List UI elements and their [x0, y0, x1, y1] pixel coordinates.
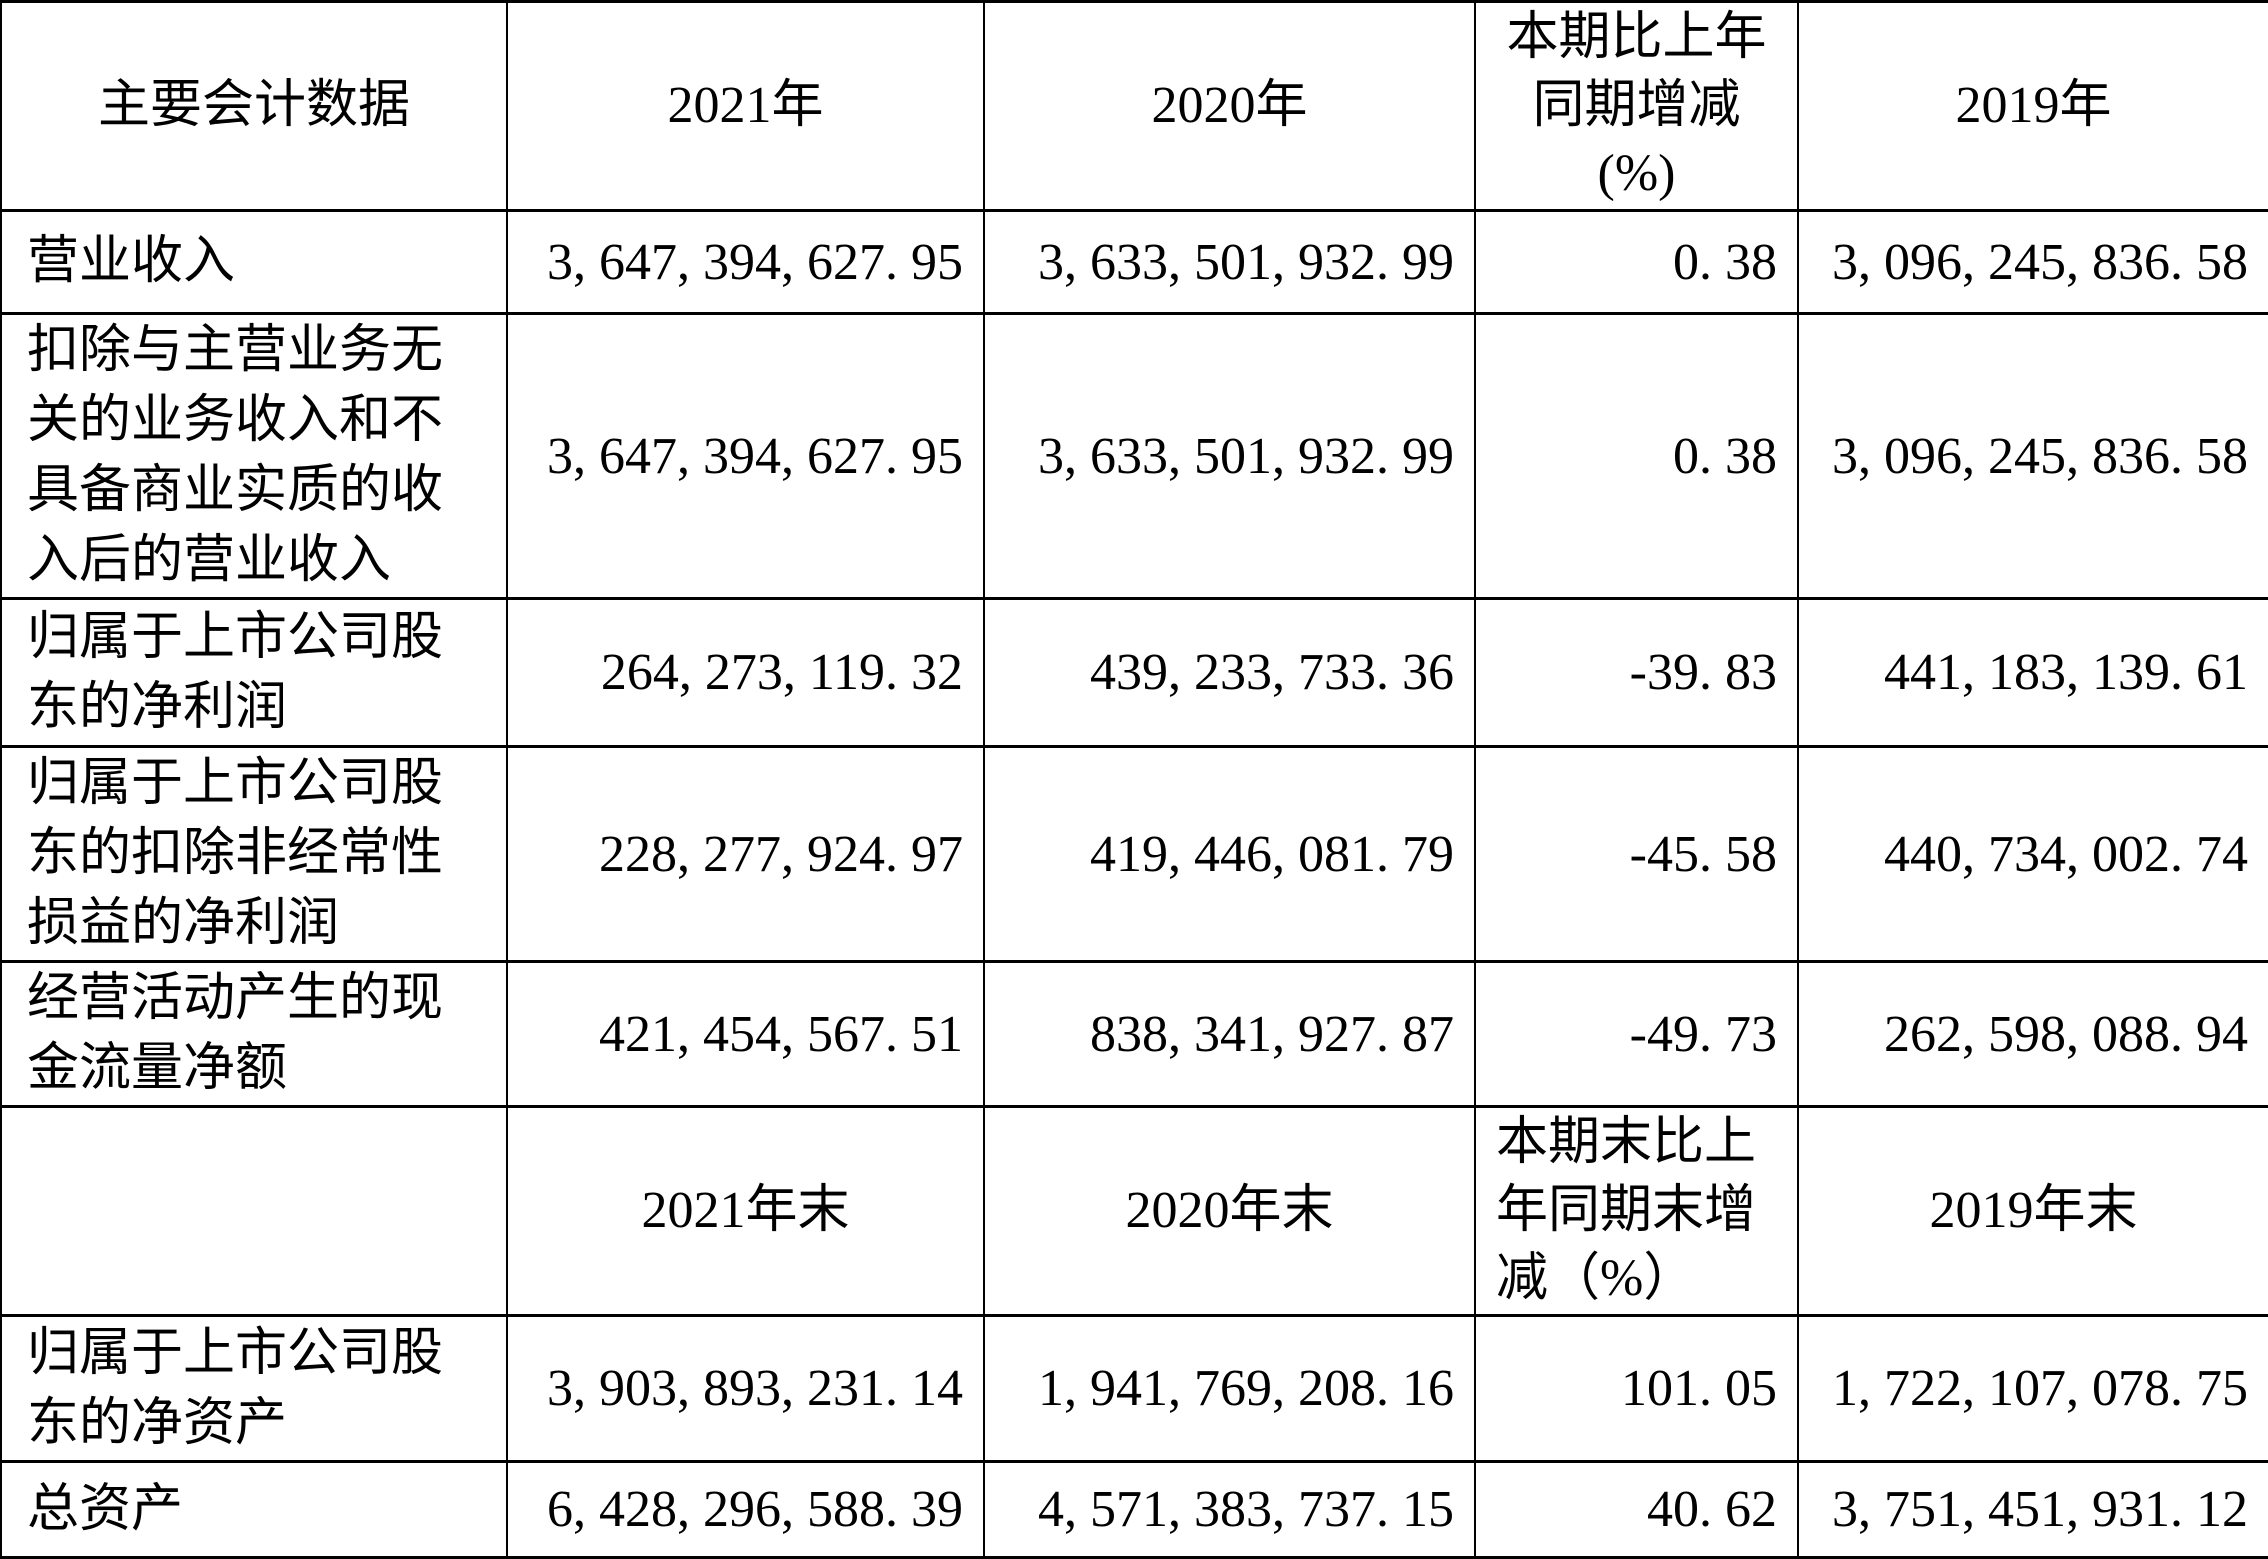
- value-2019: 3, 096, 245, 836. 58: [1797, 209, 2268, 315]
- header-row-annual: 主要会计数据 2021年 2020年 本期比上年 同期增减 (%) 2019年: [0, 0, 2268, 212]
- value-yoy-change: -49. 73: [1474, 960, 1799, 1108]
- header-year-2021: 2021年: [506, 0, 985, 212]
- row-label: 扣除与主营业务无关的业务收入和不具备商业实质的收入后的营业收入: [0, 312, 508, 600]
- table-row-operating-revenue: 营业收入 3, 647, 394, 627. 95 3, 633, 501, 9…: [0, 209, 2268, 315]
- value-2019: 440, 734, 002. 74: [1797, 745, 2268, 963]
- value-end-2021: 3, 903, 893, 231. 14: [506, 1314, 985, 1463]
- table-row-operating-cash-flow: 经营活动产生的现金流量净额 421, 454, 567. 51 838, 341…: [0, 960, 2268, 1108]
- header-main-accounting-data: 主要会计数据: [0, 0, 508, 212]
- value-period-end-change: 40. 62: [1474, 1460, 1799, 1559]
- header-period-end-change-pct: 本期末比上 年同期末增 减（%）: [1474, 1105, 1799, 1317]
- table-row-net-profit: 归属于上市公司股东的净利润 264, 273, 119. 32 439, 233…: [0, 597, 2268, 748]
- header-yoy-change-pct: 本期比上年 同期增减 (%): [1474, 0, 1799, 212]
- header-end-2020: 2020年末: [983, 1105, 1476, 1317]
- value-2020: 439, 233, 733. 36: [983, 597, 1476, 748]
- row-label: 经营活动产生的现金流量净额: [0, 960, 508, 1108]
- value-2020: 838, 341, 927. 87: [983, 960, 1476, 1108]
- value-yoy-change: -45. 58: [1474, 745, 1799, 963]
- value-end-2020: 1, 941, 769, 208. 16: [983, 1314, 1476, 1463]
- value-2020: 419, 446, 081. 79: [983, 745, 1476, 963]
- value-end-2019: 1, 722, 107, 078. 75: [1797, 1314, 2268, 1463]
- row-label: 营业收入: [0, 209, 508, 315]
- header-row-period-end: 2021年末 2020年末 本期末比上 年同期末增 减（%） 2019年末: [0, 1105, 2268, 1317]
- value-end-2019: 3, 751, 451, 931. 12: [1797, 1460, 2268, 1559]
- header-end-2019: 2019年末: [1797, 1105, 2268, 1317]
- value-end-2020: 4, 571, 383, 737. 15: [983, 1460, 1476, 1559]
- value-end-2021: 6, 428, 296, 588. 39: [506, 1460, 985, 1559]
- header-year-2019: 2019年: [1797, 0, 2268, 212]
- table-row-net-profit-excl-nonrecurring: 归属于上市公司股东的扣除非经常性损益的净利润 228, 277, 924. 97…: [0, 745, 2268, 963]
- value-2020: 3, 633, 501, 932. 99: [983, 312, 1476, 600]
- row-label: 归属于上市公司股东的净资产: [0, 1314, 508, 1463]
- value-2021: 3, 647, 394, 627. 95: [506, 209, 985, 315]
- value-yoy-change: 0. 38: [1474, 209, 1799, 315]
- value-2021: 421, 454, 567. 51: [506, 960, 985, 1108]
- row-label: 归属于上市公司股东的净利润: [0, 597, 508, 748]
- value-2020: 3, 633, 501, 932. 99: [983, 209, 1476, 315]
- value-2021: 3, 647, 394, 627. 95: [506, 312, 985, 600]
- value-2021: 264, 273, 119. 32: [506, 597, 985, 748]
- value-2021: 228, 277, 924. 97: [506, 745, 985, 963]
- row-label: 归属于上市公司股东的扣除非经常性损益的净利润: [0, 745, 508, 963]
- value-period-end-change: 101. 05: [1474, 1314, 1799, 1463]
- value-2019: 441, 183, 139. 61: [1797, 597, 2268, 748]
- table-row-net-assets: 归属于上市公司股东的净资产 3, 903, 893, 231. 14 1, 94…: [0, 1314, 2268, 1463]
- header-year-2020: 2020年: [983, 0, 1476, 212]
- header-empty-cell: [0, 1105, 508, 1317]
- value-2019: 262, 598, 088. 94: [1797, 960, 2268, 1108]
- header-end-2021: 2021年末: [506, 1105, 985, 1317]
- value-yoy-change: 0. 38: [1474, 312, 1799, 600]
- table-row-revenue-after-deductions: 扣除与主营业务无关的业务收入和不具备商业实质的收入后的营业收入 3, 647, …: [0, 312, 2268, 600]
- row-label: 总资产: [0, 1460, 508, 1559]
- table-row-total-assets: 总资产 6, 428, 296, 588. 39 4, 571, 383, 73…: [0, 1460, 2268, 1559]
- value-2019: 3, 096, 245, 836. 58: [1797, 312, 2268, 600]
- value-yoy-change: -39. 83: [1474, 597, 1799, 748]
